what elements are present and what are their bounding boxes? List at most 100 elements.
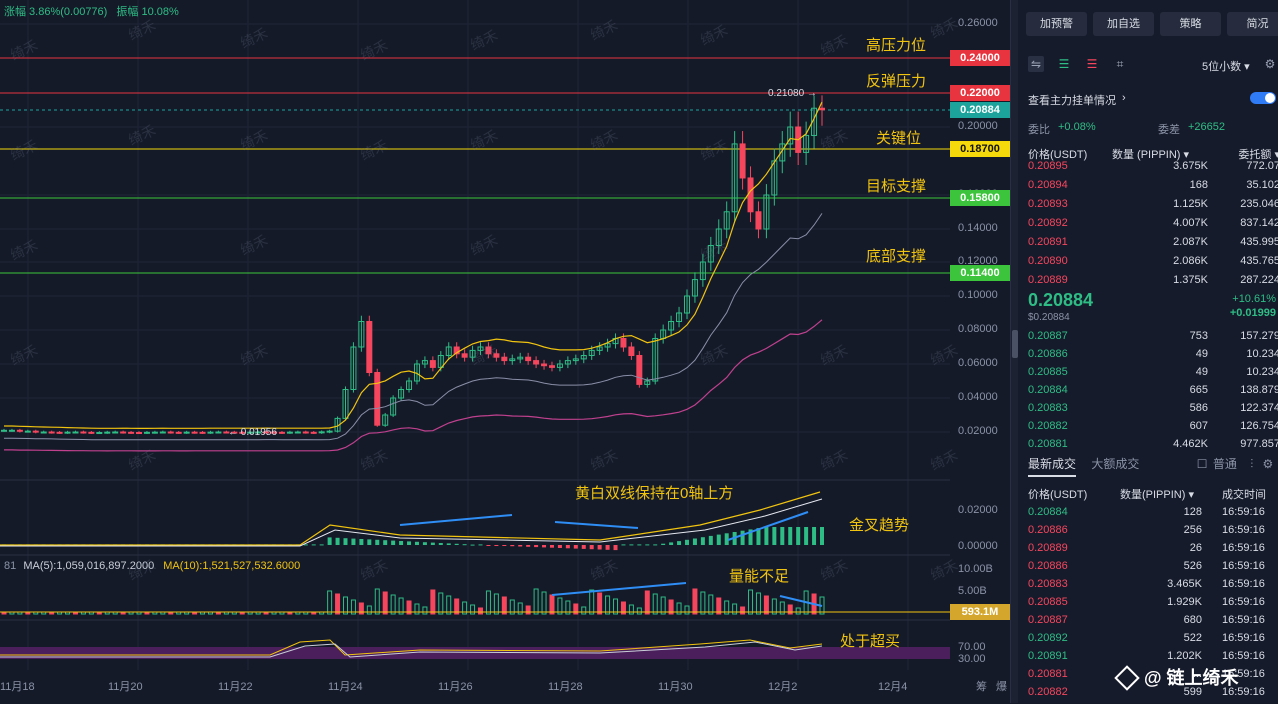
row-price: 0.20890 [1028,255,1068,267]
ratio-row: 委比 +0.08% 委差 +26652 [1028,121,1278,139]
trend-arrow-1 [399,514,513,526]
settings-icon[interactable]: ⚙ [1264,57,1276,71]
level-tag: 0.11400 [950,265,1010,281]
row-price: 0.20881 [1028,438,1068,450]
macd-bar [629,544,634,546]
ask-row[interactable]: 0.20892 4.007K 837.142 [1028,217,1278,235]
volume-tag: 593.1M [950,604,1010,620]
candle-body [564,360,571,365]
volume-bar [692,588,698,615]
bid-row[interactable]: 0.20883 586 122.374 [1028,402,1278,420]
ask-row[interactable]: 0.20889 1.375K 287.224 [1028,274,1278,292]
trade-price: 0.20891 [1028,650,1068,662]
book-compact-icon[interactable]: ⌗ [1116,57,1124,71]
ask-row[interactable]: 0.20894 168 35.102 [1028,179,1278,197]
bid-row[interactable]: 0.20887 753 157.279 [1028,330,1278,348]
ask-row[interactable]: 0.20895 3.675K 772.07 [1028,160,1278,178]
candle-body [88,431,95,434]
candle-body [707,245,714,263]
axis-extra-1[interactable]: 筹 [976,681,987,693]
macd-bar [422,542,427,545]
strategy-button[interactable]: 策略 [1160,12,1221,36]
trade-tabs: 最新成交 大额成交 ☐ 普通 ⫶ ⚙ [1028,455,1274,477]
row-amount: 837.142 [1240,217,1278,229]
decimals-select[interactable]: 5位小数 ▾ [1202,61,1250,73]
tab-latest-trades[interactable]: 最新成交 [1028,457,1077,477]
macd-bar [343,538,348,545]
candle-body [398,389,405,399]
bid-row[interactable]: 0.20885 49 10.234 [1028,366,1278,384]
trade-qty: 26 [1189,542,1202,554]
candle-body [318,431,325,434]
trade-time: 16:59:16 [1222,596,1265,608]
volume-trend-1 [551,582,687,596]
book-bids-icon[interactable]: ☰ [1058,57,1070,71]
macd-bar [589,545,594,550]
book-header-amount[interactable]: 委托额 ▾ [1238,149,1278,161]
annotation-bottom-support: 底部支撑 [866,248,927,265]
axis-extra-2[interactable]: 爆 [996,681,1007,693]
row-amount: 435.765 [1240,255,1278,267]
book-header-qty[interactable]: 数量 (PIPPIN) ▾ [1112,149,1190,161]
trade-header-qty[interactable]: 数量(PIPPIN) ▾ [1120,489,1194,501]
bid-row[interactable]: 0.20886 49 10.234 [1028,348,1278,366]
checkbox-icon[interactable]: ☐ [1196,457,1208,471]
candle-body [112,431,119,434]
macd-bar [502,545,507,546]
candle-body [548,365,555,368]
book-both-icon[interactable]: ⇋ [1028,56,1044,72]
bid-row[interactable]: 0.20881 4.462K 977.857 [1028,438,1278,456]
volume-bar [652,593,658,615]
book-asks-icon[interactable]: ☰ [1086,57,1098,71]
ask-row[interactable]: 0.20890 2.086K 435.765 [1028,255,1278,273]
trade-price: 0.20881 [1028,668,1068,680]
volume-bar [700,591,706,615]
volume-bar [454,598,460,615]
panel-divider[interactable] [1010,0,1018,703]
row-price: 0.20883 [1028,402,1068,414]
volume-bar [366,605,372,615]
trade-qty: 3.465K [1167,578,1202,590]
candle-body [620,338,627,348]
volume-bar [462,601,468,615]
amplitude-label: 振幅 10.08% [116,6,179,18]
candle-body [485,346,492,355]
ask-row[interactable]: 0.20893 1.125K 235.046 [1028,198,1278,216]
tab-large-trades[interactable]: 大额成交 [1091,457,1140,471]
row-amount: 10.234 [1246,366,1278,378]
add-watchlist-button[interactable]: 加自选 [1093,12,1154,36]
kline-chart[interactable]: 涨幅 3.86%(0.00776) 振幅 10.08% 0.26000 0.200… [0,0,1010,703]
candle-body [16,429,23,432]
add-alert-button[interactable]: 加预警 [1026,12,1087,36]
trend-arrow-3 [727,511,809,541]
ask-row[interactable]: 0.20891 2.087K 435.995 [1028,236,1278,254]
trend-arrow-2 [554,521,639,529]
level-tag: 0.22000 [950,85,1010,101]
volume-bar [422,606,428,615]
candle-body [143,431,150,434]
bid-row[interactable]: 0.20882 607 126.754 [1028,420,1278,438]
macd-bar [319,544,324,546]
row-qty: 1.125K [1173,198,1208,210]
filter-icon[interactable]: ⫶ [1250,457,1254,471]
overview-button[interactable]: 简况 [1227,12,1278,36]
divider-handle[interactable] [1012,330,1018,358]
candle-body [239,431,246,434]
rsi-band [0,647,950,659]
macd-bar [565,545,570,549]
time-axis-label: 11月30 [658,681,693,693]
main-orders-toggle[interactable] [1250,92,1276,104]
row-amount: 157.279 [1240,330,1278,342]
macd-bar [526,545,531,547]
bid-row[interactable]: 0.20884 665 138.879 [1028,384,1278,402]
row-price: 0.20882 [1028,420,1068,432]
candle-body [167,431,174,434]
candle-body [501,356,508,362]
settings-icon-2[interactable]: ⚙ [1262,457,1274,471]
volume-bar [398,597,404,615]
row-price: 0.20891 [1028,236,1068,248]
candle-body [8,429,15,432]
candle-body [676,312,683,322]
chart-canvas[interactable] [0,0,1010,703]
book-header: 价格(USDT) 数量 (PIPPIN) ▾ 委托额 ▾ [1028,146,1278,164]
